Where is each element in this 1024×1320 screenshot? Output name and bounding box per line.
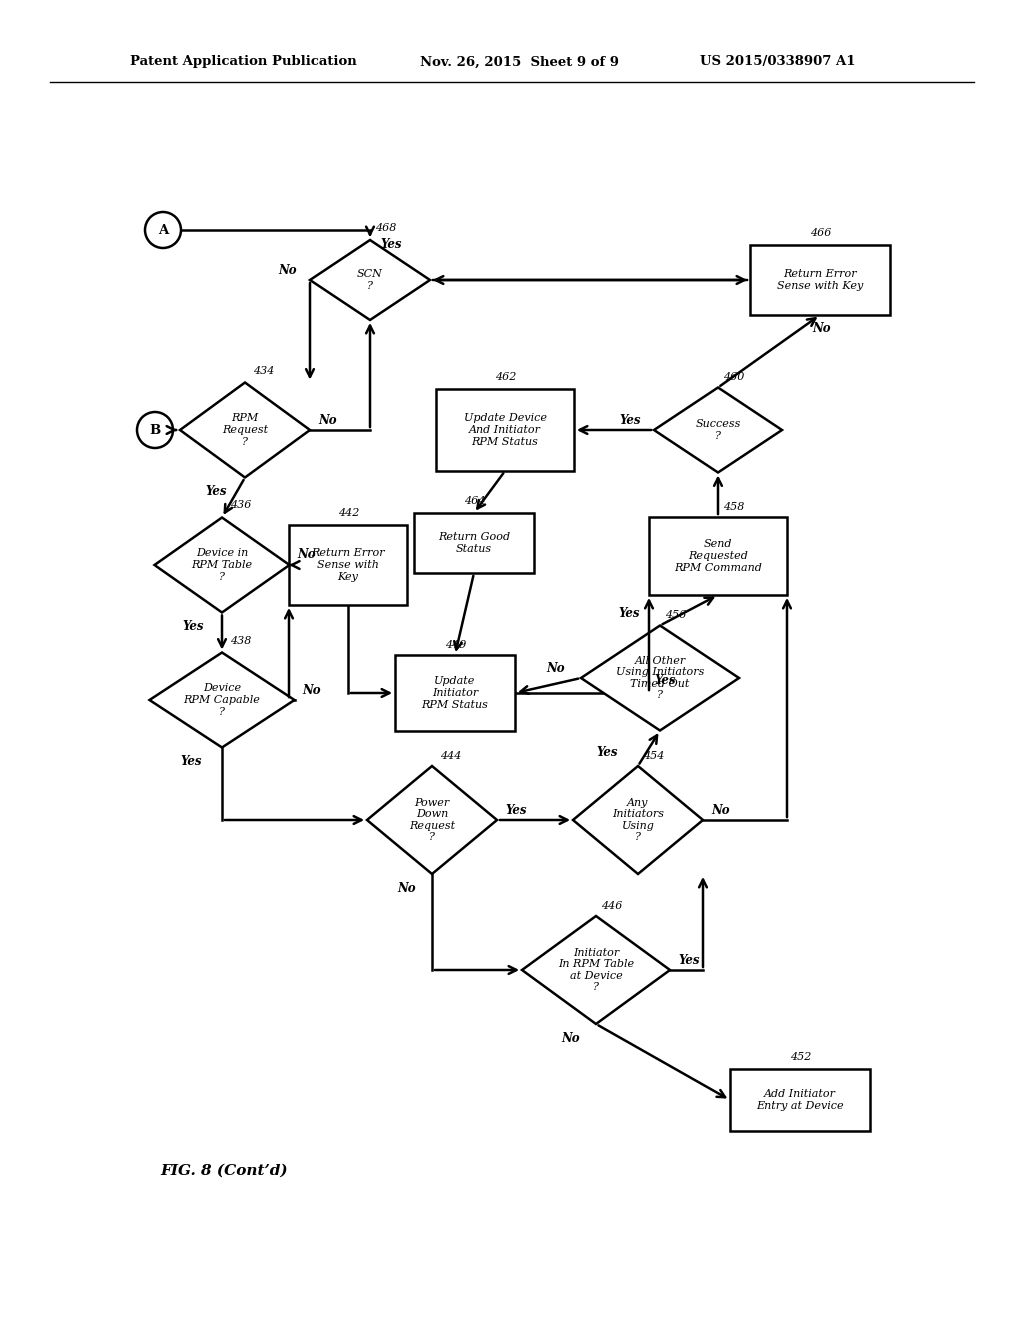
Polygon shape — [522, 916, 670, 1024]
Text: 438: 438 — [230, 635, 251, 645]
Text: Update Device
And Initiator
RPM Status: Update Device And Initiator RPM Status — [464, 413, 547, 446]
Bar — [649, 517, 787, 595]
Text: No: No — [711, 804, 730, 817]
Text: No: No — [278, 264, 297, 276]
Circle shape — [137, 412, 173, 447]
Text: 452: 452 — [790, 1052, 811, 1063]
Text: 464: 464 — [464, 496, 485, 506]
Polygon shape — [150, 652, 295, 747]
Polygon shape — [310, 240, 430, 319]
Text: 456: 456 — [665, 610, 686, 620]
Text: Yes: Yes — [618, 413, 640, 426]
Text: 444: 444 — [440, 751, 462, 762]
Bar — [395, 655, 515, 731]
Text: No: No — [302, 684, 322, 697]
Text: FIG. 8 (Cont’d): FIG. 8 (Cont’d) — [160, 1164, 288, 1177]
Text: 449: 449 — [445, 640, 466, 649]
Text: Return Error
Sense with
Key: Return Error Sense with Key — [311, 548, 385, 582]
Text: Power
Down
Request
?: Power Down Request ? — [409, 797, 455, 842]
Text: Yes: Yes — [618, 607, 640, 620]
Polygon shape — [573, 766, 703, 874]
Text: 434: 434 — [253, 366, 274, 375]
Text: Return Good
Status: Return Good Status — [438, 532, 510, 554]
Text: No: No — [546, 661, 564, 675]
Text: 446: 446 — [601, 902, 623, 911]
Text: Device
RPM Capable
?: Device RPM Capable ? — [183, 684, 260, 717]
Bar — [730, 1069, 870, 1131]
Text: 442: 442 — [338, 508, 359, 517]
Text: No: No — [318, 413, 337, 426]
Text: All Other
Using Initiators
Timed Out
?: All Other Using Initiators Timed Out ? — [615, 656, 705, 701]
Text: Yes: Yes — [180, 755, 202, 768]
Text: Patent Application Publication: Patent Application Publication — [130, 55, 356, 69]
Text: B: B — [150, 424, 161, 437]
Bar — [414, 513, 534, 573]
Text: No: No — [298, 549, 316, 561]
Bar — [436, 389, 574, 471]
Text: Yes: Yes — [380, 238, 401, 251]
Polygon shape — [654, 388, 782, 473]
Text: Yes: Yes — [505, 804, 526, 817]
Text: 436: 436 — [230, 500, 251, 511]
Text: US 2015/0338907 A1: US 2015/0338907 A1 — [700, 55, 855, 69]
Circle shape — [145, 213, 181, 248]
Text: 458: 458 — [723, 502, 744, 512]
Text: No: No — [812, 322, 830, 335]
Text: Yes: Yes — [596, 746, 617, 759]
Bar — [289, 525, 407, 605]
Text: Yes: Yes — [654, 675, 676, 688]
Polygon shape — [581, 626, 739, 730]
Text: 460: 460 — [723, 372, 744, 383]
Polygon shape — [367, 766, 497, 874]
Text: Device in
RPM Table
?: Device in RPM Table ? — [191, 548, 253, 582]
Text: 454: 454 — [643, 751, 665, 762]
Text: Yes: Yes — [182, 620, 204, 634]
Text: No: No — [561, 1031, 580, 1044]
Polygon shape — [180, 383, 310, 478]
Text: Initiator
In RPM Table
at Device
?: Initiator In RPM Table at Device ? — [558, 948, 634, 993]
Text: Any
Initiators
Using
?: Any Initiators Using ? — [612, 797, 664, 842]
Text: Yes: Yes — [205, 484, 226, 498]
Text: 462: 462 — [495, 372, 516, 381]
Text: Update
Initiator
RPM Status: Update Initiator RPM Status — [422, 676, 488, 710]
Text: Return Error
Sense with Key: Return Error Sense with Key — [777, 269, 863, 290]
Text: Send
Requested
RPM Command: Send Requested RPM Command — [674, 540, 762, 573]
Polygon shape — [155, 517, 290, 612]
Text: 468: 468 — [375, 223, 396, 234]
Bar — [750, 246, 890, 315]
Text: Yes: Yes — [678, 953, 699, 966]
Text: No: No — [397, 882, 416, 895]
Text: SCN
?: SCN ? — [357, 269, 383, 290]
Text: Nov. 26, 2015  Sheet 9 of 9: Nov. 26, 2015 Sheet 9 of 9 — [420, 55, 618, 69]
Text: A: A — [158, 223, 168, 236]
Text: Success
?: Success ? — [695, 420, 740, 441]
Text: 466: 466 — [810, 228, 831, 238]
Text: RPM
Request
?: RPM Request ? — [222, 413, 268, 446]
Text: Add Initiator
Entry at Device: Add Initiator Entry at Device — [756, 1089, 844, 1111]
